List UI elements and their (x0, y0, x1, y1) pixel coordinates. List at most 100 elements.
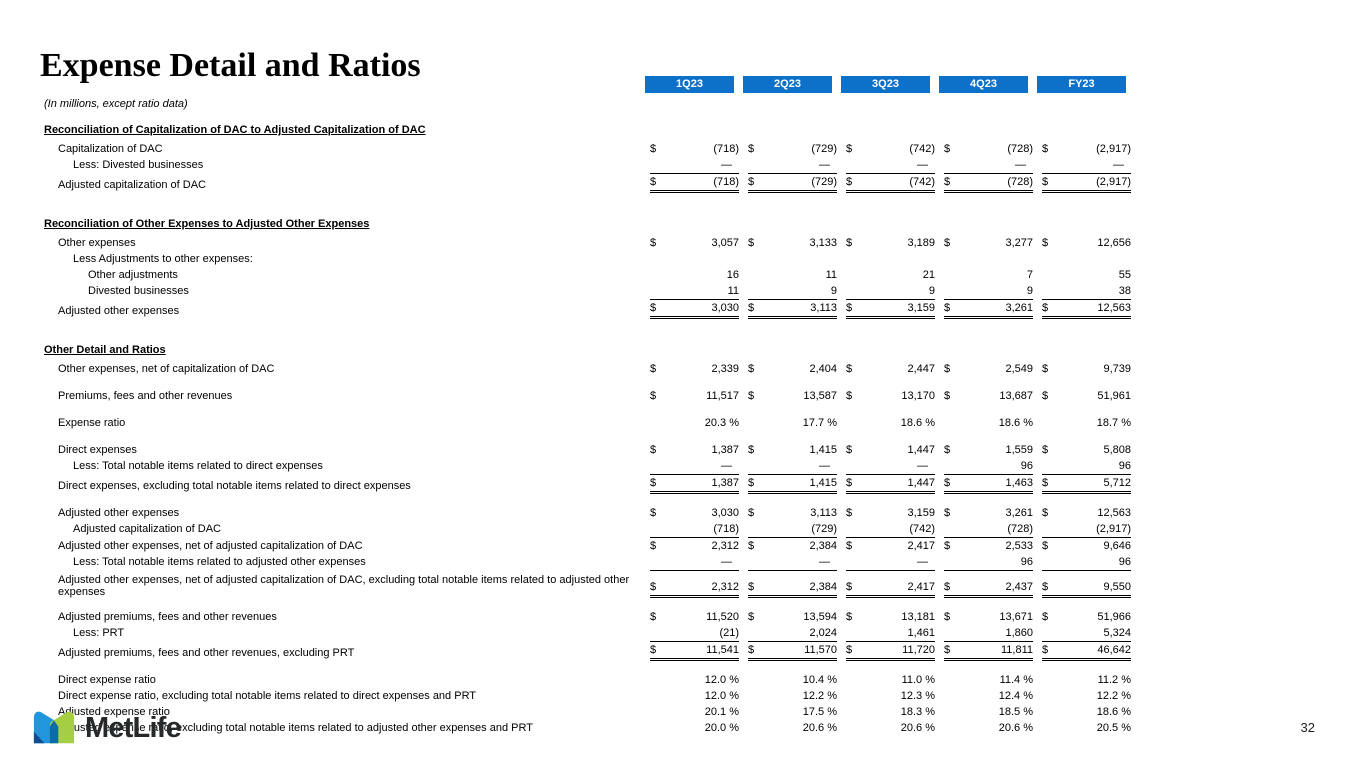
value-cells: $1,387 $1,415 $1,447 $1,463 $5,712 (650, 474, 1131, 494)
value-cell: 10.4 % (748, 672, 837, 688)
cell-value: 20.3 % (704, 417, 739, 429)
cell-value: 18.6 % (900, 417, 935, 429)
currency-symbol: $ (650, 477, 657, 489)
currency-symbol: $ (748, 507, 755, 519)
table-row: Direct expense ratio 12.0 % 10.4 % 11.0 % 11… (44, 672, 1131, 688)
cell-value: 2,533 (1005, 540, 1033, 552)
cell-value: 21 (922, 269, 935, 281)
cell-value: (728) (1007, 523, 1033, 535)
value-cell: $3,057 (650, 235, 739, 251)
cell-value: (742) (909, 523, 935, 535)
value-cell: $2,384 (748, 570, 837, 598)
cell-value: — (917, 556, 928, 568)
table-row: Capitalization of DAC $ (718) $ (729) $ (742) $… (44, 141, 1131, 157)
cell-value: (2,917) (1096, 176, 1131, 188)
cell-value: 13,687 (999, 390, 1033, 402)
value-cell: $ (2,917) (1042, 141, 1131, 157)
value-cell: — (650, 458, 739, 474)
table-row: Less: PRT (21) 2,024 1,461 1,860 5,324 (44, 625, 1131, 641)
value-cell: $2,417 (846, 570, 935, 598)
cell-value: 2,447 (907, 363, 935, 375)
cell-value: 13,594 (803, 611, 837, 623)
value-cell: $3,113 (748, 299, 837, 319)
table-row: Direct expense ratio, excluding total no… (44, 688, 1131, 704)
value-cell: $11,517 (650, 388, 739, 404)
currency-symbol: $ (846, 143, 853, 155)
currency-symbol: $ (650, 302, 657, 314)
cell-value: 10.4 % (802, 674, 837, 686)
currency-symbol: $ (944, 581, 951, 593)
row-label: Adjusted expense ratio (58, 706, 170, 718)
cell-value: 12,563 (1097, 302, 1131, 314)
cell-value: 9 (928, 285, 935, 297)
currency-symbol: $ (748, 237, 755, 249)
value-cell: (728) (944, 521, 1033, 537)
value-cell: $5,808 (1042, 442, 1131, 458)
value-cells: $2,339 $2,404 $2,447 $2,549 $9,739 (650, 361, 1131, 377)
currency-symbol: $ (846, 363, 853, 375)
cell-value: 9,550 (1103, 581, 1131, 593)
value-cell: 11.0 % (846, 672, 935, 688)
cell-value: 20.5 % (1096, 722, 1131, 734)
column-header-row: 1Q23 2Q23 3Q23 4Q23 FY23 (645, 76, 1131, 93)
value-cell: $11,811 (944, 641, 1033, 661)
cell-value: 20.6 % (802, 722, 837, 734)
value-cells: 20.3 % 17.7 % 18.6 % 18.6 % 18.7 % (650, 415, 1131, 431)
value-cell: $1,559 (944, 442, 1033, 458)
value-cell: $2,339 (650, 361, 739, 377)
cell-value: 2,312 (711, 581, 739, 593)
currency-symbol: $ (650, 390, 657, 402)
cell-value: 51,966 (1097, 611, 1131, 623)
value-cell: $3,030 (650, 299, 739, 319)
value-cell: $51,961 (1042, 388, 1131, 404)
cell-value: 16 (726, 269, 739, 281)
cell-value: — (721, 460, 732, 472)
row-label: Other adjustments (88, 269, 178, 281)
section-row: Reconciliation of Capitalization of DAC … (44, 120, 1131, 138)
value-cell: $3,159 (846, 299, 935, 319)
value-cell: $3,159 (846, 505, 935, 521)
cell-value: 12.2 % (802, 690, 837, 702)
row-label: Capitalization of DAC (58, 143, 163, 155)
table-row: Adjusted premiums, fees and other revenu… (44, 609, 1131, 625)
section-heading: Reconciliation of Other Expenses to Adju… (44, 218, 370, 230)
value-cell: 20.6 % (944, 720, 1033, 736)
row-label: Adjusted expense ratio, excluding total … (58, 722, 533, 734)
value-cell: (21) (650, 625, 739, 641)
value-cell: $12,563 (1042, 505, 1131, 521)
row-label: Other expenses (58, 237, 136, 249)
cell-value: 3,189 (907, 237, 935, 249)
cell-value: 3,277 (1005, 237, 1033, 249)
table-row: Less Adjustments to other expenses: (44, 251, 1131, 267)
table-row: Direct expenses $1,387 $1,415 $1,447 $1,559 $… (44, 442, 1131, 458)
row-label: Less: PRT (73, 627, 125, 639)
cell-value: 2,437 (1005, 581, 1033, 593)
cell-value: 18.5 % (998, 706, 1033, 718)
value-cells: — — — 96 96 (650, 458, 1131, 474)
section-heading: Other Detail and Ratios (44, 344, 166, 356)
currency-symbol: $ (650, 611, 657, 623)
cell-value: (21) (719, 627, 739, 639)
currency-symbol: $ (748, 363, 755, 375)
row-label: Divested businesses (88, 285, 189, 297)
currency-symbol: $ (650, 644, 657, 656)
cell-value: — (1113, 159, 1124, 171)
cell-value: 2,384 (809, 581, 837, 593)
cell-value: 1,387 (711, 477, 739, 489)
cell-value: 2,024 (809, 627, 837, 639)
cell-value: 13,181 (901, 611, 935, 623)
table-row: Less: Divested businesses — — — — — (44, 157, 1131, 173)
cell-value: 5,324 (1103, 627, 1131, 639)
value-cell: $1,387 (650, 474, 739, 494)
cell-value: 11,570 (804, 644, 837, 656)
value-cell: $11,520 (650, 609, 739, 625)
cell-value: 1,447 (907, 477, 935, 489)
table-row: Other expenses $3,057 $3,133 $3,189 $3,277 $1… (44, 235, 1131, 251)
table-row: Premiums, fees and other revenues $11,517… (44, 388, 1131, 404)
value-cell: 12.2 % (1042, 688, 1131, 704)
cell-value: 96 (1020, 460, 1033, 472)
row-label: Adjusted other expenses (58, 305, 180, 317)
value-cell: $3,261 (944, 299, 1033, 319)
currency-symbol: $ (944, 363, 951, 375)
currency-symbol: $ (748, 302, 755, 314)
